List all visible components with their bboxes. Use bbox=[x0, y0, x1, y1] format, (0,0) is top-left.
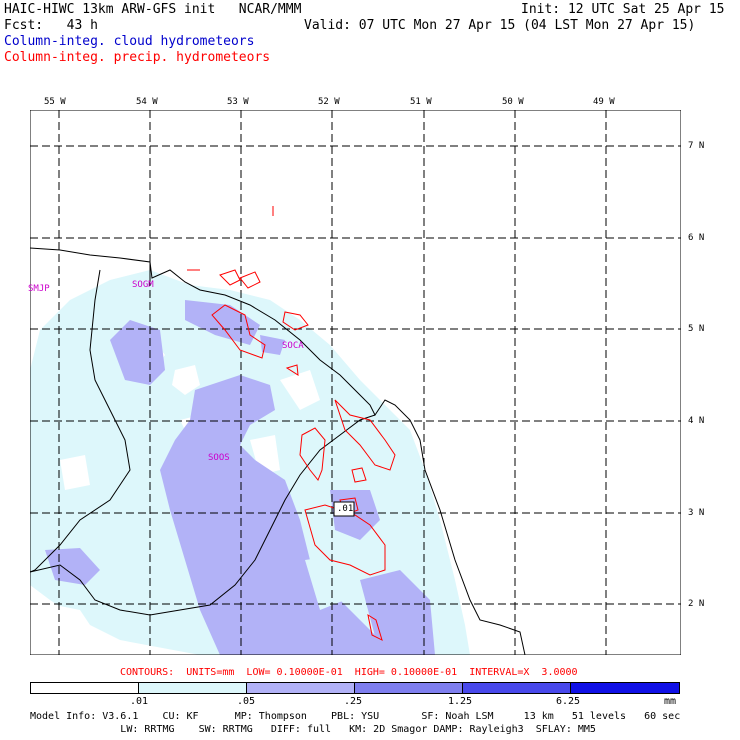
lon-label: 55 W bbox=[44, 97, 66, 107]
lon-label: 50 W bbox=[502, 97, 524, 107]
colorbar-segment bbox=[31, 683, 138, 693]
lat-label: 7 N bbox=[688, 141, 705, 151]
lon-label: 51 W bbox=[410, 97, 432, 107]
model-info-line1: Model Info: V3.6.1 CU: KF MP: Thompson P… bbox=[30, 711, 681, 722]
station-label: SOGM bbox=[132, 280, 154, 290]
lon-label: 52 W bbox=[318, 97, 340, 107]
colorbar bbox=[30, 682, 680, 694]
station-label: SMJP bbox=[28, 284, 50, 294]
station-label: SOOS bbox=[208, 453, 230, 463]
colorbar-segment bbox=[138, 683, 246, 693]
lat-label: 5 N bbox=[688, 324, 705, 334]
valid-time: Valid: 07 UTC Mon 27 Apr 15 (04 LST Mon … bbox=[304, 18, 696, 33]
contours-info: CONTOURS: UNITS=mm LOW= 0.10000E-01 HIGH… bbox=[120, 667, 578, 678]
colorbar-label: .05 bbox=[237, 696, 256, 707]
colorbar-label: .25 bbox=[344, 696, 363, 707]
contour-label-box bbox=[333, 501, 355, 517]
contour-value-label: .01 bbox=[337, 504, 354, 514]
model-info-line2: LW: RRTMG SW: RRTMG DIFF: full KM: 2D Sm… bbox=[30, 724, 596, 735]
lon-label: 54 W bbox=[136, 97, 158, 107]
precip-contours bbox=[187, 206, 396, 641]
colorbar-label: .01 bbox=[130, 696, 149, 707]
colorbar-segment bbox=[462, 683, 570, 693]
plot-title: HAIC-HIWC 13km ARW-GFS init NCAR/MMM bbox=[4, 2, 302, 17]
coastline-borders bbox=[30, 247, 526, 655]
colorbar-label: mm bbox=[664, 696, 677, 707]
lat-label: 6 N bbox=[688, 233, 705, 243]
colorbar-label: 1.25 bbox=[448, 696, 473, 707]
lat-label: 2 N bbox=[688, 599, 705, 609]
field-cloud-label: Column-integ. cloud hydrometeors bbox=[4, 34, 255, 49]
field-precip-label: Column-integ. precip. hydrometeors bbox=[4, 50, 271, 65]
map-panel bbox=[30, 110, 681, 655]
cloud-field-medium bbox=[110, 320, 165, 385]
lon-label: 49 W bbox=[593, 97, 615, 107]
colorbar-segment bbox=[246, 683, 354, 693]
colorbar-segment bbox=[354, 683, 462, 693]
colorbar-segment bbox=[570, 683, 679, 693]
colorbar-label: 6.25 bbox=[556, 696, 581, 707]
lon-label: 53 W bbox=[227, 97, 249, 107]
forecast-hour: Fcst: 43 h bbox=[4, 18, 98, 33]
station-label: SOCA bbox=[282, 341, 304, 351]
lat-label: 4 N bbox=[688, 416, 705, 426]
init-time: Init: 12 UTC Sat 25 Apr 15 bbox=[521, 2, 725, 17]
lat-label: 3 N bbox=[688, 508, 705, 518]
graticule bbox=[30, 110, 681, 655]
